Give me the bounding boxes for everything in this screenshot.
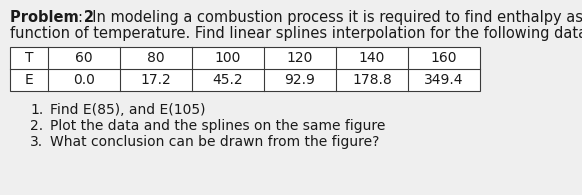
Text: 80: 80 <box>147 51 165 65</box>
Text: 100: 100 <box>215 51 241 65</box>
Text: 178.8: 178.8 <box>352 73 392 87</box>
Text: What conclusion can be drawn from the figure?: What conclusion can be drawn from the fi… <box>50 135 379 149</box>
Text: T: T <box>25 51 33 65</box>
Text: Find E(85), and E(105): Find E(85), and E(105) <box>50 103 205 117</box>
Text: function of temperature. Find linear splines interpolation for the following dat: function of temperature. Find linear spl… <box>10 26 582 41</box>
Text: 60: 60 <box>75 51 93 65</box>
Text: 0.0: 0.0 <box>73 73 95 87</box>
Text: Plot the data and the splines on the same figure: Plot the data and the splines on the sam… <box>50 119 385 133</box>
Bar <box>10 47 480 91</box>
Text: Problem 2: Problem 2 <box>10 10 94 25</box>
Text: 2.: 2. <box>30 119 43 133</box>
Text: 3.: 3. <box>30 135 43 149</box>
Text: 92.9: 92.9 <box>285 73 315 87</box>
Text: 120: 120 <box>287 51 313 65</box>
Text: 160: 160 <box>431 51 457 65</box>
Text: :  In modeling a combustion process it is required to find enthalpy as a: : In modeling a combustion process it is… <box>78 10 582 25</box>
Text: 140: 140 <box>359 51 385 65</box>
Text: 349.4: 349.4 <box>424 73 464 87</box>
Text: E: E <box>24 73 33 87</box>
Text: 1.: 1. <box>30 103 43 117</box>
Text: 17.2: 17.2 <box>141 73 171 87</box>
Text: 45.2: 45.2 <box>212 73 243 87</box>
